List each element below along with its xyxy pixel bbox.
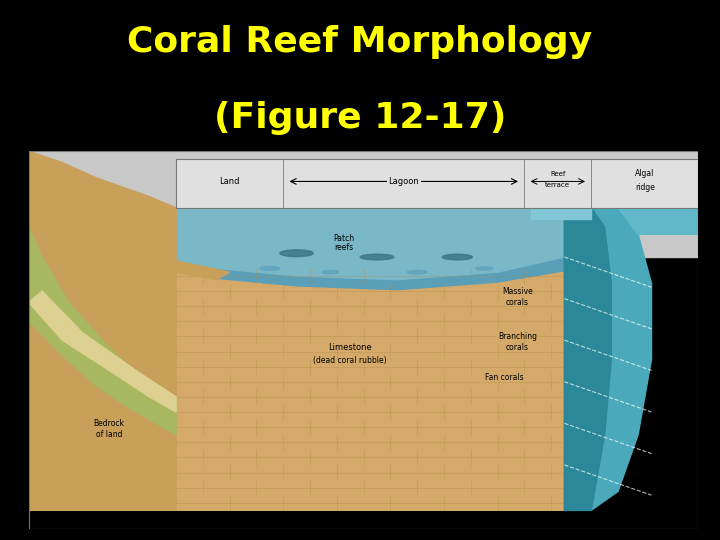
Text: Buttress: Buttress [664, 269, 693, 275]
Polygon shape [29, 291, 176, 412]
Ellipse shape [442, 254, 472, 260]
Polygon shape [531, 208, 591, 219]
Polygon shape [176, 208, 564, 280]
Bar [29, 151, 698, 257]
Text: Reef: Reef [550, 171, 565, 177]
Text: corals: corals [506, 343, 529, 352]
Polygon shape [29, 151, 176, 454]
Text: Branching: Branching [498, 332, 537, 341]
Ellipse shape [360, 254, 394, 260]
Text: Bedrock: Bedrock [94, 419, 125, 428]
Text: reefs: reefs [334, 243, 353, 252]
Text: (Figure 12-17): (Figure 12-17) [214, 101, 506, 135]
Polygon shape [176, 257, 564, 291]
Text: Patch: Patch [333, 234, 354, 242]
Text: Fan corals: Fan corals [485, 374, 523, 382]
Text: ridge: ridge [635, 183, 654, 192]
Text: zone: zone [670, 280, 687, 287]
Text: of land: of land [96, 430, 122, 439]
Ellipse shape [476, 267, 492, 270]
Text: Limestone: Limestone [328, 343, 372, 352]
Polygon shape [29, 151, 230, 510]
Text: Land: Land [220, 177, 240, 186]
Text: (dead coral rubble): (dead coral rubble) [313, 356, 387, 366]
Text: Coral Reef Morphology: Coral Reef Morphology [127, 25, 593, 59]
Bar [176, 159, 698, 208]
Text: face: face [678, 469, 693, 476]
Ellipse shape [322, 271, 338, 274]
Polygon shape [564, 208, 611, 510]
Text: Algal: Algal [635, 170, 654, 178]
Polygon shape [176, 272, 564, 510]
Polygon shape [29, 151, 176, 435]
Text: Vertical exaggeration ≈ 12x: Vertical exaggeration ≈ 12x [444, 517, 542, 524]
Ellipse shape [407, 271, 427, 274]
Text: corals: corals [506, 298, 529, 307]
Polygon shape [564, 208, 591, 510]
Text: Massive: Massive [503, 287, 533, 295]
Ellipse shape [280, 250, 313, 256]
Text: (a) MORPHOLOGY OF A BARRIER REEF: (a) MORPHOLOGY OF A BARRIER REEF [35, 517, 167, 524]
Text: terrace: terrace [545, 182, 570, 188]
Polygon shape [591, 208, 698, 234]
Text: Lagoon: Lagoon [388, 177, 419, 186]
Text: Reef: Reef [678, 458, 693, 464]
Polygon shape [591, 208, 652, 510]
Ellipse shape [260, 267, 280, 270]
